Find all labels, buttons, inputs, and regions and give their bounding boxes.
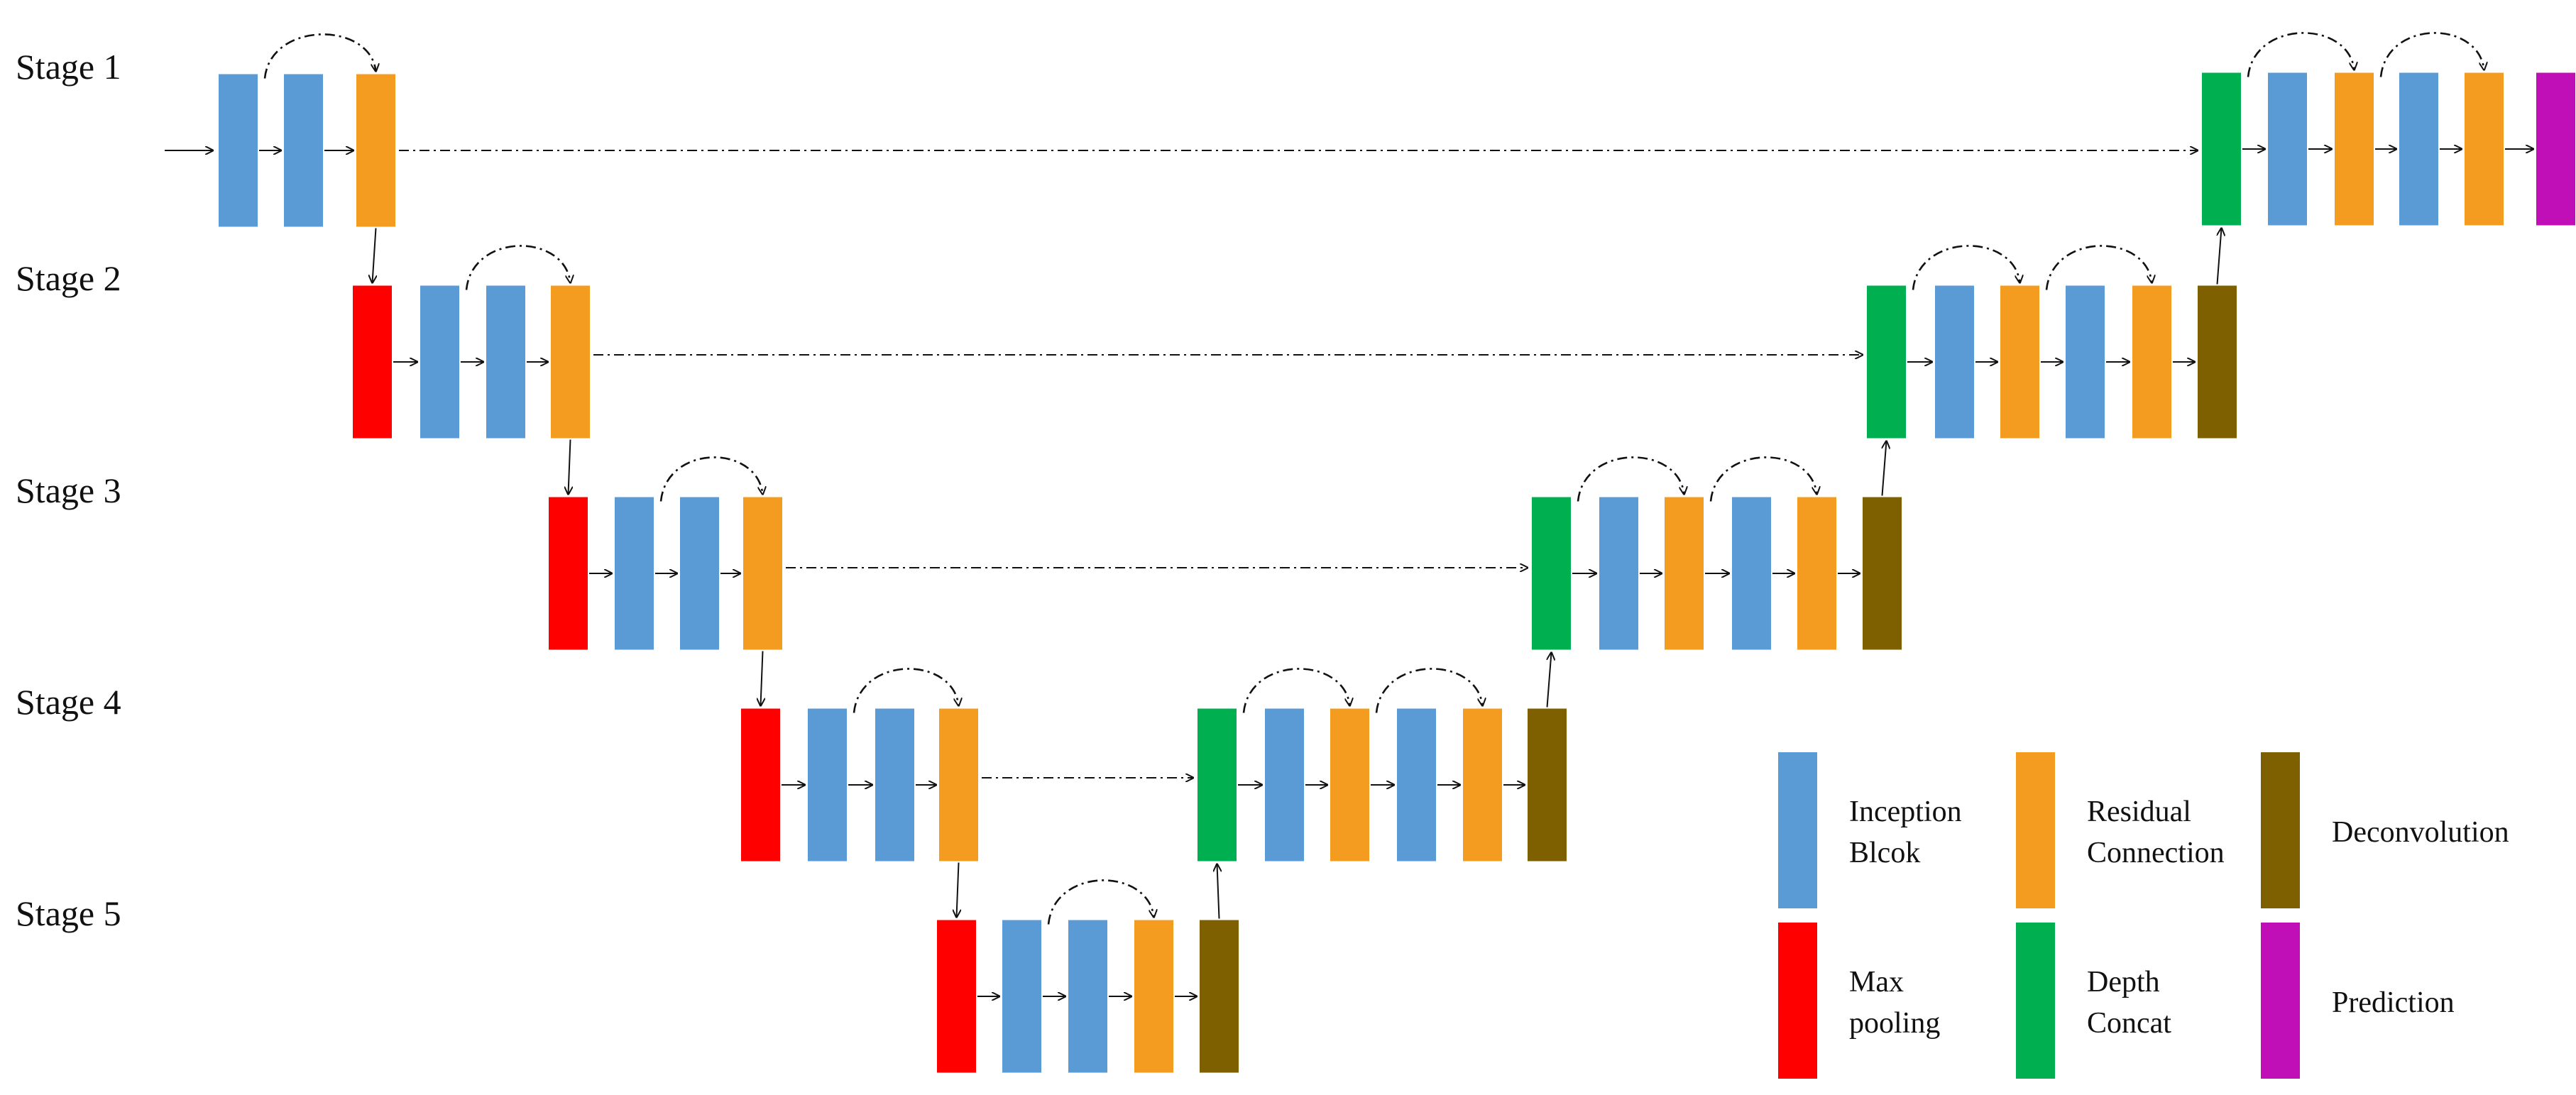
encoder-stage2-block4-residual xyxy=(551,285,590,439)
legend-label-maxpool-line1: Max xyxy=(1849,966,1904,998)
decoder-stage3-block4-inception xyxy=(1732,497,1771,650)
encoder-stage5-block2-inception xyxy=(1002,920,1041,1073)
downsample-arrow-stage3 xyxy=(761,651,763,706)
downsample-arrow-stage1 xyxy=(373,228,376,283)
decoder-stage4-block5-residual xyxy=(1463,708,1502,862)
skip-connections xyxy=(263,32,2484,925)
decoder-stage4-residual-skip-1 xyxy=(1242,668,1350,713)
decoder-stage1-block3-residual xyxy=(2335,72,2374,226)
legend-swatch-residual xyxy=(2016,752,2055,908)
decoder-stage2-residual-skip-2 xyxy=(2045,245,2152,290)
encoder-stage3-residual-skip xyxy=(659,456,763,502)
stage-label-1: Stage 1 xyxy=(16,47,121,87)
decoder-stage3-residual-skip-2 xyxy=(1709,456,1817,502)
encoder-stage5-block4-residual xyxy=(1134,920,1173,1073)
legend-swatch-inception xyxy=(1778,752,1817,908)
legend-swatch-concat xyxy=(2016,923,2055,1079)
encoder-stage3-block1-maxpool xyxy=(549,497,588,650)
encoder-stage2-block3-inception xyxy=(486,285,525,439)
legend-label-inception-line1: Inception xyxy=(1849,796,1962,828)
decoder-stage3-block1-concat xyxy=(1532,497,1571,650)
legend-label-deconv-line1: Deconvolution xyxy=(2332,816,2509,849)
decoder-stage4-block6-deconv xyxy=(1528,708,1567,862)
decoder-stage3-block2-inception xyxy=(1599,497,1638,650)
decoder-stage4-residual-skip-2 xyxy=(1375,668,1483,713)
decoder-stage2-block4-inception xyxy=(2066,285,2105,439)
encoder-stage1-block2-inception xyxy=(284,74,323,227)
network-blocks xyxy=(219,72,2575,1073)
decoder-stage1-residual-skip-1 xyxy=(2247,32,2355,77)
encoder-stage4-residual-skip xyxy=(853,668,959,713)
encoder-stage3-block3-inception xyxy=(680,497,719,650)
legend-label-maxpool-line2: pooling xyxy=(1849,1007,1940,1040)
downsample-arrow-stage2 xyxy=(569,439,571,495)
encoder-stage4-block1-maxpool xyxy=(741,708,780,862)
legend-label-concat-line1: Depth xyxy=(2087,966,2160,998)
legend-label-inception-line2: Blcok xyxy=(1849,837,1920,869)
decoder-stage3-residual-skip-1 xyxy=(1577,456,1684,502)
legend-swatch-deconv xyxy=(2261,752,2300,908)
legend-label-concat-line2: Concat xyxy=(2087,1007,2171,1040)
encoder-stage1-block1-inception xyxy=(219,74,258,227)
encoder-stage4-block4-residual xyxy=(939,708,978,862)
decoder-stage2-block5-residual xyxy=(2132,285,2171,439)
legend-swatch-prediction xyxy=(2261,923,2300,1079)
decoder-stage4-block3-residual xyxy=(1330,708,1369,862)
decoder-stage1-block6-prediction xyxy=(2536,72,2575,226)
upsample-arrow-stage3 xyxy=(1881,441,1887,496)
stage-label-3: Stage 3 xyxy=(16,471,121,510)
stage-labels: Stage 1 Stage 2 Stage 3 Stage 4 Stage 5 xyxy=(16,47,121,933)
decoder-stage3-block6-deconv xyxy=(1863,497,1902,650)
encoder-stage1-block3-residual xyxy=(356,74,395,227)
encoder-stage5-residual-skip xyxy=(1047,879,1154,925)
decoder-stage2-block6-deconv xyxy=(2198,285,2237,439)
decoder-stage1-block5-residual xyxy=(2465,72,2504,226)
encoder-stage4-block3-inception xyxy=(875,708,914,862)
downsample-arrow-stage4 xyxy=(957,862,959,918)
encoder-stage4-block2-inception xyxy=(808,708,847,862)
upsample-arrow-stage2 xyxy=(2216,229,2222,285)
encoder-stage5-block1-maxpool xyxy=(937,920,976,1073)
encoder-stage5-block3-inception xyxy=(1068,920,1107,1073)
decoder-stage1-residual-skip-2 xyxy=(2379,32,2484,77)
stage-label-2: Stage 2 xyxy=(16,258,121,298)
decoder-stage2-residual-skip-1 xyxy=(1912,245,2020,290)
flow-arrows xyxy=(165,149,2533,996)
encoder-stage3-block2-inception xyxy=(615,497,654,650)
legend-label-residual-line2: Connection xyxy=(2087,837,2225,869)
legend-label-prediction-line1: Prediction xyxy=(2332,986,2455,1019)
decoder-stage3-block3-residual xyxy=(1665,497,1704,650)
encoder-stage2-block2-inception xyxy=(420,285,459,439)
decoder-stage1-block4-inception xyxy=(2399,72,2438,226)
decoder-stage4-block4-inception xyxy=(1397,708,1436,862)
legend: Inception Blcok Residual Connection Deconvol… xyxy=(1778,752,2509,1079)
encoder-stage5-block5-deconv xyxy=(1200,920,1239,1073)
upsample-arrow-stage5 xyxy=(1217,864,1220,919)
legend-label-residual-line1: Residual xyxy=(2087,796,2191,828)
stage-label-4: Stage 4 xyxy=(16,682,121,722)
legend-swatch-maxpool xyxy=(1778,923,1817,1079)
decoder-stage4-block2-inception xyxy=(1265,708,1304,862)
encoder-stage1-residual-skip xyxy=(263,33,376,79)
encoder-stage2-block1-maxpool xyxy=(353,285,392,439)
upsample-arrow-stage4 xyxy=(1546,653,1552,708)
decoder-stage1-block2-inception xyxy=(2268,72,2307,226)
encoder-stage2-residual-skip xyxy=(465,245,571,290)
decoder-stage2-block2-inception xyxy=(1935,285,1974,439)
decoder-stage1-block1-concat xyxy=(2202,72,2241,226)
decoder-stage3-block5-residual xyxy=(1797,497,1836,650)
decoder-stage2-block1-concat xyxy=(1867,285,1906,439)
decoder-stage4-block1-concat xyxy=(1197,708,1237,862)
stage-label-5: Stage 5 xyxy=(16,893,121,933)
encoder-stage3-block4-residual xyxy=(743,497,782,650)
decoder-stage2-block3-residual xyxy=(2000,285,2039,439)
